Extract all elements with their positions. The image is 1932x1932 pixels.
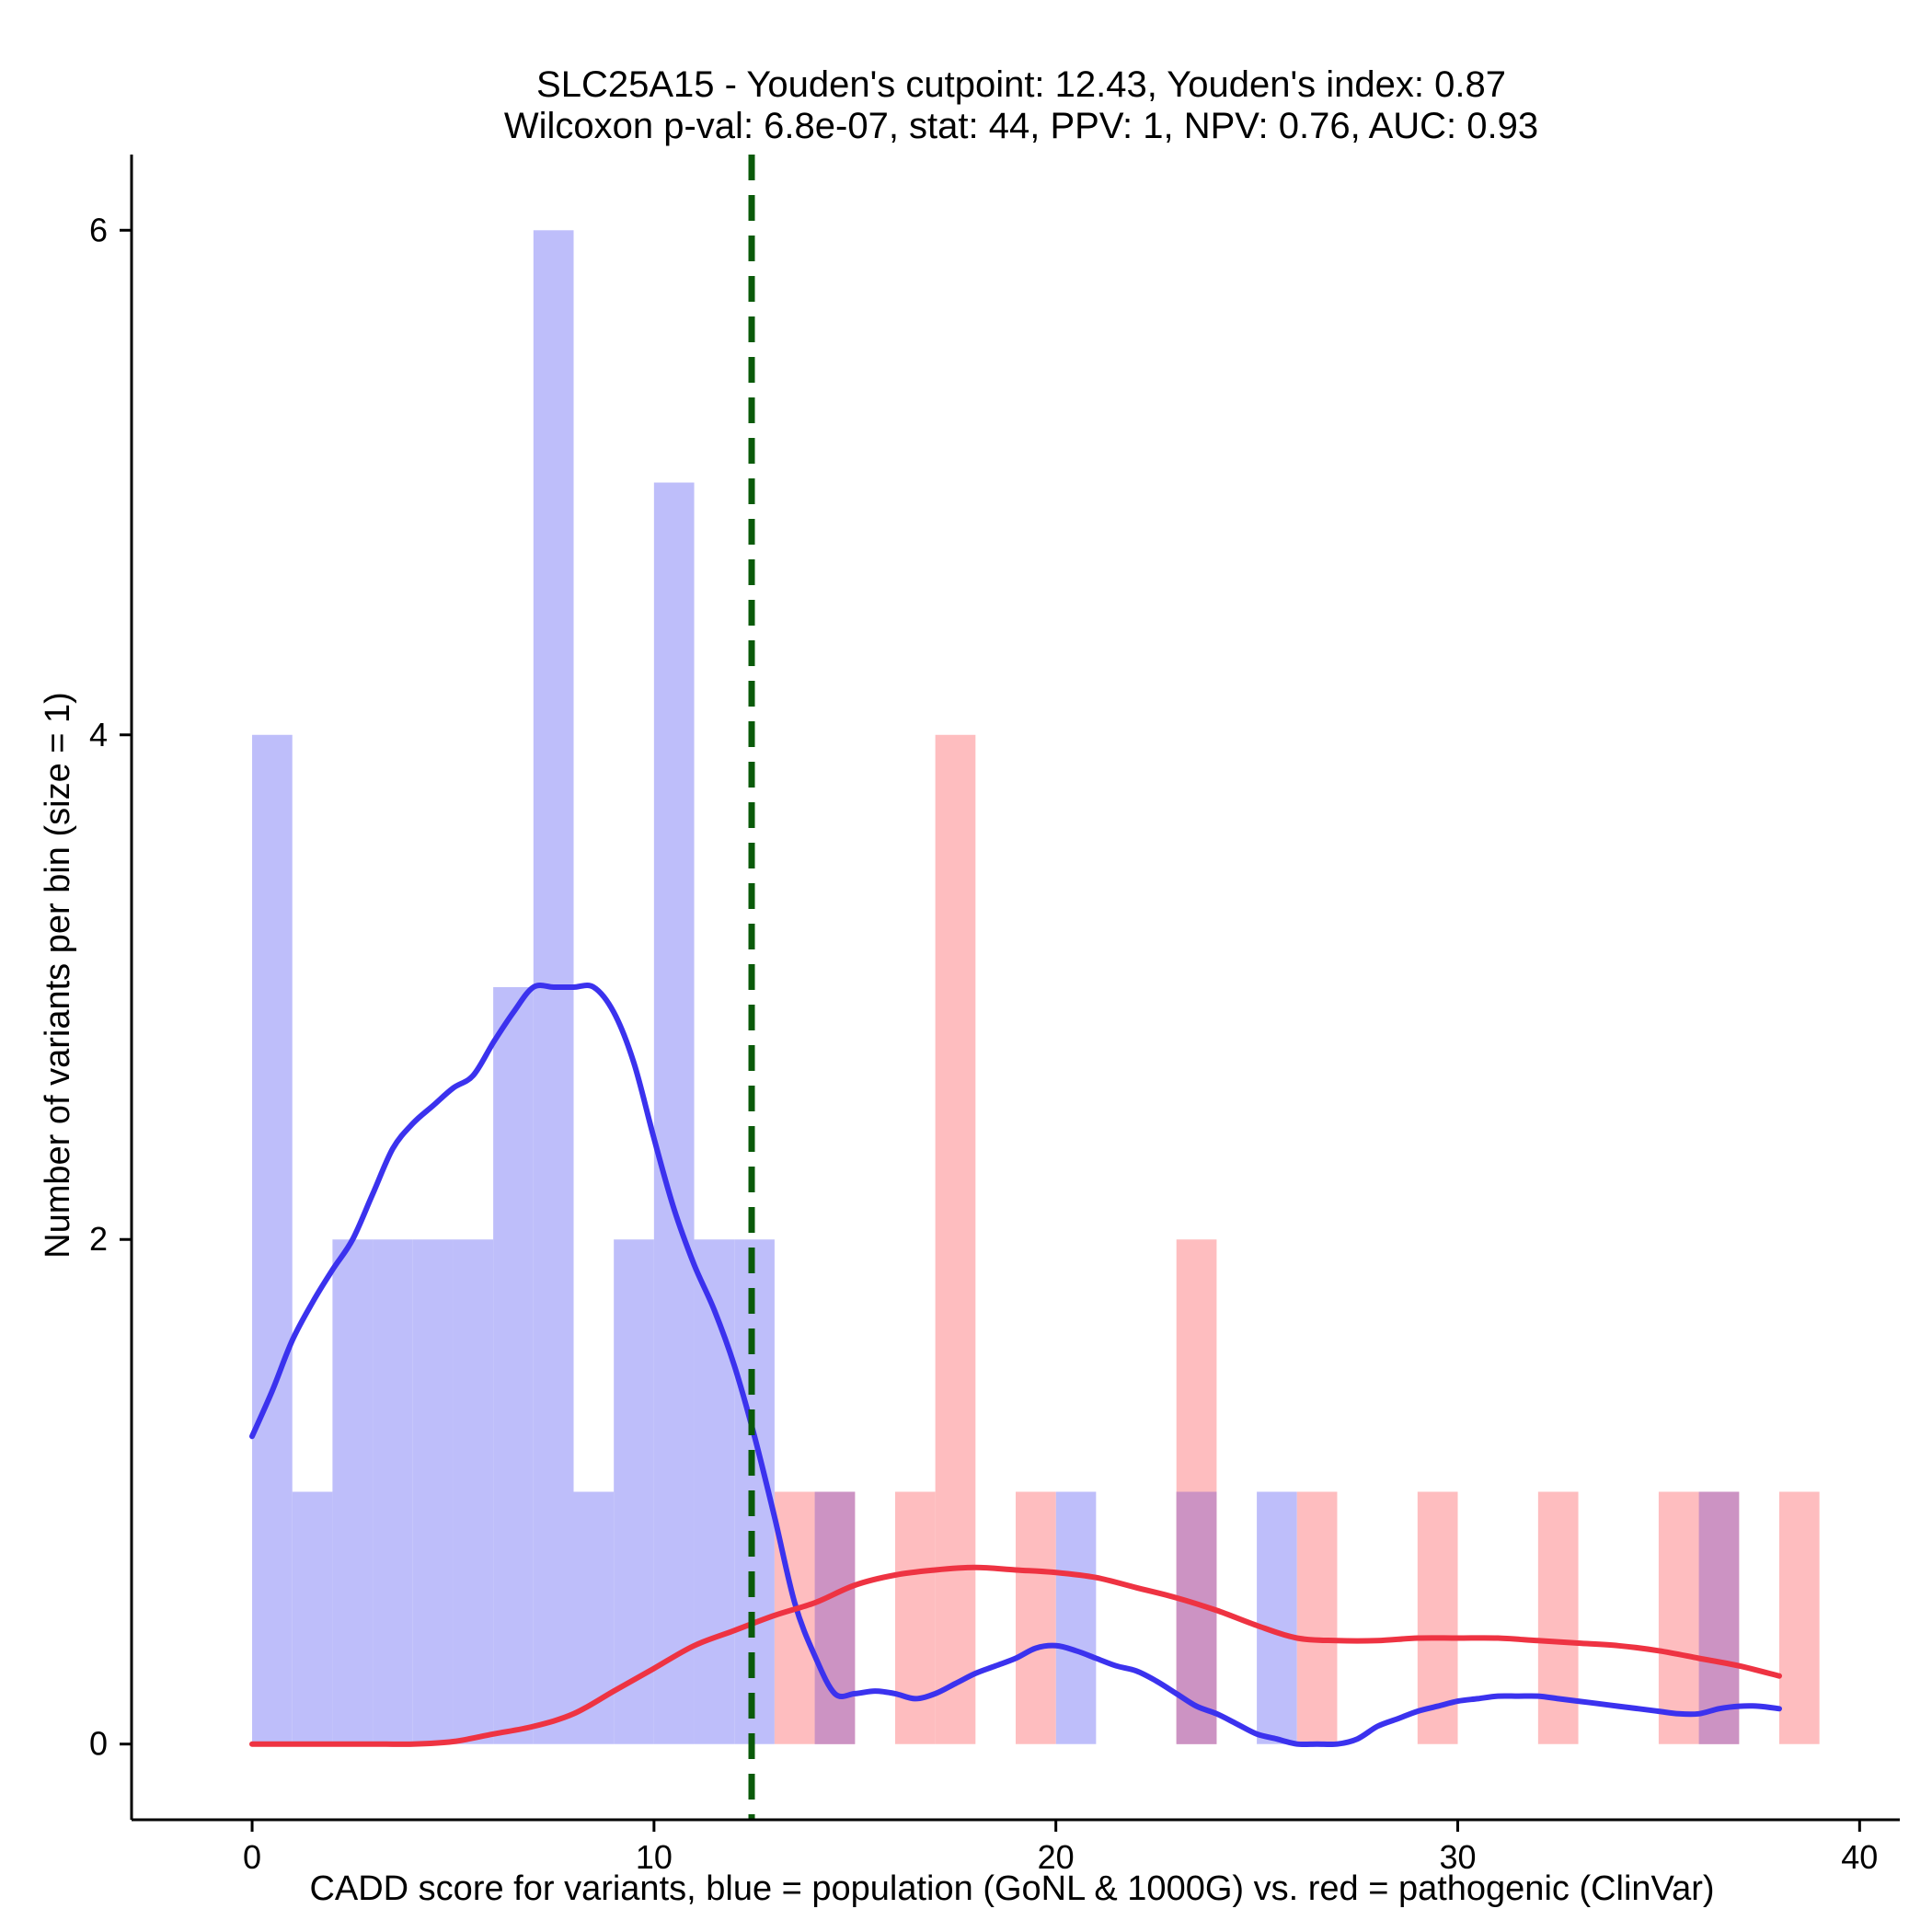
pathogenic-bar: [935, 734, 976, 1744]
pathogenic-bar: [774, 1491, 815, 1744]
population-bar: [412, 1239, 454, 1744]
pathogenic-bar: [1016, 1491, 1056, 1744]
population-bar: [252, 734, 293, 1744]
population-bar: [614, 1239, 654, 1744]
x-tick-label: 30: [1439, 1838, 1476, 1876]
x-tick-label: 40: [1841, 1838, 1878, 1876]
chart-title-line1: SLC25A15 - Youden's cutpoint: 12.43, You…: [536, 64, 1506, 105]
population-bar: [332, 1239, 374, 1744]
population-bar: [292, 1491, 333, 1744]
y-tick-label: 0: [89, 1725, 108, 1763]
x-tick-label: 20: [1038, 1838, 1075, 1876]
population-bar: [373, 1239, 413, 1744]
y-axis-title: Number of variants per bin (size = 1): [39, 692, 77, 1259]
pathogenic-bar: [894, 1491, 936, 1744]
overlap-bar: [814, 1491, 856, 1744]
overlap-bar: [1698, 1491, 1740, 1744]
population-bar: [694, 1239, 735, 1744]
histogram-bars: [252, 230, 1820, 1744]
pathogenic-density-line: [249, 1564, 1782, 1747]
x-tick-label: 0: [243, 1838, 261, 1876]
density-lines: [249, 155, 1782, 1820]
pathogenic-bar: [1778, 1491, 1820, 1744]
overlap-bar: [1176, 1491, 1217, 1744]
pathogenic-bar: [1658, 1491, 1699, 1744]
population-bar: [653, 482, 695, 1744]
x-axis-title: CADD score for variants, blue = populati…: [309, 1869, 1714, 1908]
population-density-line: [249, 982, 1782, 1748]
population-bar: [453, 1239, 494, 1744]
pathogenic-bar: [1537, 1491, 1579, 1744]
pathogenic-bar: [1296, 1491, 1338, 1744]
population-bar: [1055, 1491, 1097, 1744]
x-tick-label: 10: [636, 1838, 673, 1876]
axes: 0 10 20 30 40 0 2 4 6: [89, 155, 1900, 1876]
population-bar: [1257, 1491, 1297, 1744]
y-tick-label: 6: [89, 211, 108, 248]
y-tick-label: 2: [89, 1220, 108, 1258]
population-bar: [493, 987, 534, 1744]
chart-title-line2: Wilcoxon p-val: 6.8e-07, stat: 44, PPV: …: [504, 106, 1538, 146]
y-tick-label: 4: [89, 716, 108, 753]
